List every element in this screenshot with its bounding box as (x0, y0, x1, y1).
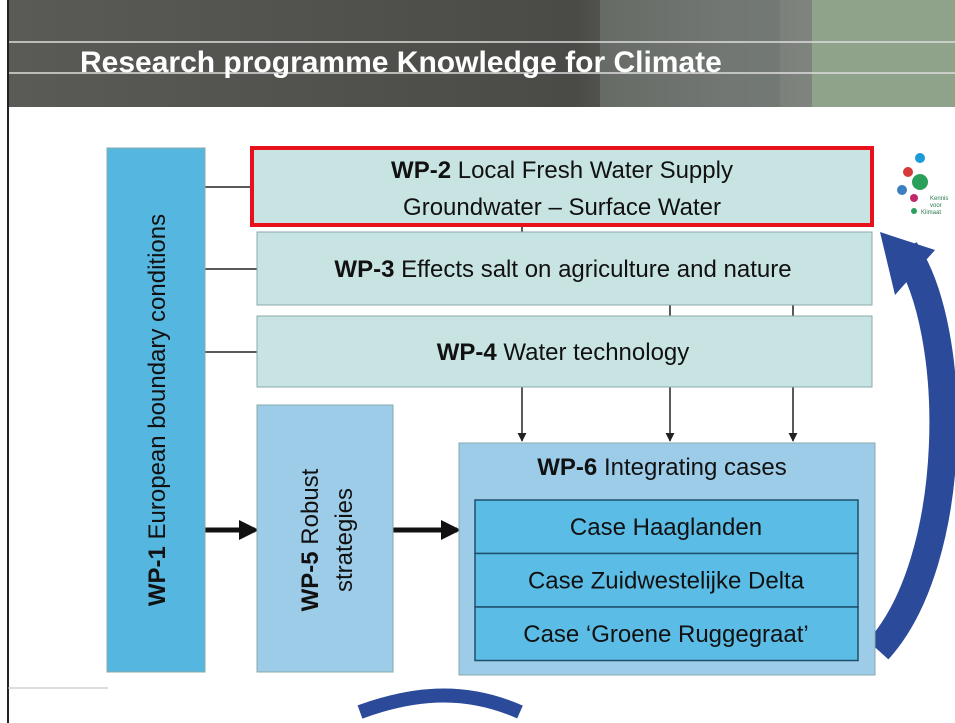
wp-label: Integrating cases (604, 454, 787, 481)
wp2-subtitle: Groundwater – Surface Water (403, 194, 721, 221)
wp4-text: WP-4 Water technology (437, 339, 690, 366)
logo-text: Kennis (930, 196, 948, 202)
wp-label: Water technology (503, 339, 689, 366)
wp5-text: WP-5 Robust (297, 468, 324, 611)
wp-label: Local Fresh Water Supply (458, 157, 733, 184)
cycle-arrow (360, 696, 520, 713)
wp-code: WP-5 (297, 551, 324, 611)
wp-code: WP-6 (537, 454, 597, 481)
case-label: Case Zuidwestelijke Delta (528, 568, 805, 595)
logo: Kennis voor Klimaat (897, 153, 948, 216)
wp1-text: WP-1 European boundary conditions (144, 214, 171, 606)
case-label: Case ‘Groene Ruggegraat’ (523, 621, 809, 648)
wp5-box (257, 405, 393, 672)
wp2-text: WP-2 Local Fresh Water Supply (391, 157, 733, 184)
wp-label: Robust (297, 468, 324, 544)
wp6-text: WP-6 Integrating cases (537, 454, 786, 481)
case-label: Case Haaglanden (570, 514, 762, 541)
header-photo (812, 0, 955, 107)
slide-title: Research programme Knowledge for Climate (80, 46, 722, 79)
logo-text: Klimaat (921, 210, 941, 216)
wp3-text: WP-3 Effects salt on agriculture and nat… (334, 256, 791, 283)
logo-text: voor (930, 203, 942, 209)
wp-code: WP-3 (334, 256, 394, 283)
cycle-arrow (878, 250, 943, 650)
wp-code: WP-2 (391, 157, 451, 184)
case-list: Case Haaglanden Case Zuidwestelijke Delta… (475, 500, 858, 661)
wp5-subtitle: strategies (331, 488, 358, 592)
wp-code: WP-4 (437, 339, 498, 366)
wp-label: European boundary conditions (144, 214, 171, 540)
wp-label: Effects salt on agriculture and nature (401, 256, 791, 283)
wp-code: WP-1 (144, 546, 171, 606)
slide: Research programme Knowledge for Climate… (0, 0, 955, 723)
